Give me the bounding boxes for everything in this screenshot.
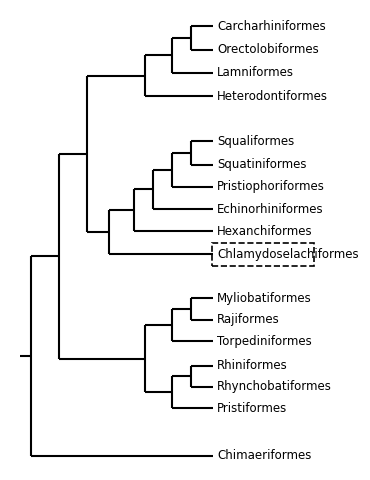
Text: Carcharhiniformes: Carcharhiniformes [217,20,326,33]
Text: Pristiophoriformes: Pristiophoriformes [217,180,325,193]
Text: Torpediniformes: Torpediniformes [217,335,312,348]
Text: Chimaeriformes: Chimaeriformes [217,449,312,462]
Text: Squatiniformes: Squatiniformes [217,158,307,171]
Text: Heterodontiformes: Heterodontiformes [217,90,328,103]
Text: Orectolobiformes: Orectolobiformes [217,43,319,56]
Text: Rajiformes: Rajiformes [217,313,280,326]
Text: Pristiformes: Pristiformes [217,402,287,415]
Text: Chlamydoselachiformes: Chlamydoselachiformes [217,248,359,261]
Text: Lamniformes: Lamniformes [217,66,294,79]
Text: Echinorhiniformes: Echinorhiniformes [217,203,324,216]
Bar [212,243,314,266]
Text: Hexanchiformes: Hexanchiformes [217,225,313,238]
Text: Myliobatiformes: Myliobatiformes [217,292,312,305]
Text: Squaliformes: Squaliformes [217,135,295,148]
Text: Rhiniformes: Rhiniformes [217,360,288,372]
Text: Rhynchobatiformes: Rhynchobatiformes [217,380,332,393]
